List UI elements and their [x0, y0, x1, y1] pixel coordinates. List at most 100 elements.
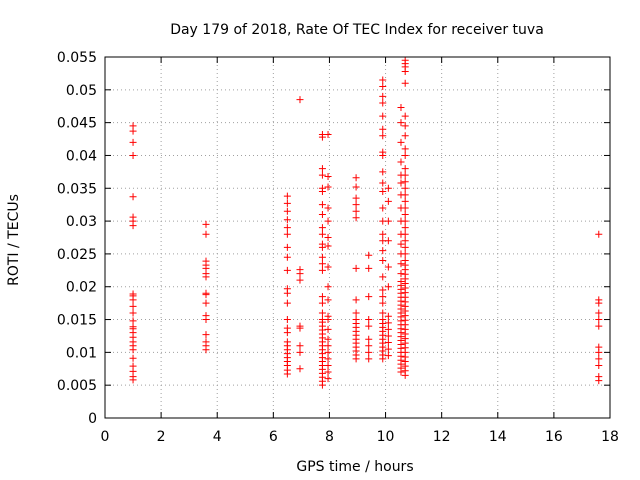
data-point — [384, 263, 392, 271]
data-point — [296, 96, 304, 104]
plot-frame — [104, 56, 611, 419]
data-point — [384, 339, 392, 347]
data-point — [283, 216, 291, 224]
data-point — [379, 299, 387, 307]
y-tick-label: 0.01 — [66, 345, 97, 361]
chart-title: Day 179 of 2018, Rate Of TEC Index for r… — [170, 22, 544, 38]
x-tick-label: 12 — [433, 429, 451, 445]
data-point — [202, 299, 210, 307]
data-point — [384, 184, 392, 192]
data-point — [379, 83, 387, 91]
y-tick-label: 0.05 — [66, 83, 97, 99]
data-point — [324, 234, 332, 241]
data-point — [595, 316, 603, 324]
data-point — [324, 335, 332, 343]
data-point — [365, 342, 373, 350]
data-point — [401, 79, 409, 87]
data-point — [595, 309, 603, 317]
data-point — [397, 138, 405, 146]
data-point — [401, 237, 409, 245]
data-point — [384, 217, 392, 225]
data-point — [384, 325, 392, 333]
data-point — [129, 362, 137, 370]
data-point — [352, 296, 360, 304]
data-point — [324, 348, 332, 356]
x-tick-label: 18 — [601, 429, 619, 445]
data-point — [283, 266, 291, 274]
data-point — [401, 184, 409, 192]
data-point — [296, 266, 304, 274]
data-point — [202, 312, 210, 320]
data-point — [324, 130, 332, 138]
data-point — [384, 332, 392, 340]
data-point — [379, 125, 387, 133]
data-point — [401, 256, 409, 264]
data-point — [384, 352, 392, 360]
data-point — [283, 207, 291, 215]
data-point — [595, 296, 603, 304]
data-point — [202, 220, 210, 228]
data-point — [379, 273, 387, 281]
data-point — [365, 264, 373, 272]
data-point — [595, 343, 603, 351]
x-tick-label: 0 — [101, 429, 110, 445]
data-point — [401, 56, 409, 64]
y-tick-label: 0.055 — [57, 50, 97, 66]
data-point — [401, 197, 409, 205]
x-axis-label: GPS time / hours — [296, 459, 413, 475]
data-point — [283, 199, 291, 207]
data-point — [318, 260, 326, 268]
data-point — [401, 191, 409, 199]
data-point — [397, 179, 405, 187]
x-tick-label: 14 — [489, 429, 507, 445]
data-point — [129, 151, 137, 159]
data-point — [595, 361, 603, 369]
data-point — [397, 270, 405, 278]
data-point — [384, 319, 392, 327]
data-point — [318, 230, 326, 238]
data-point — [318, 224, 326, 232]
data-point — [384, 312, 392, 320]
data-point — [401, 145, 409, 153]
data-point — [202, 289, 210, 297]
data-point — [283, 324, 291, 332]
data-point — [129, 138, 137, 146]
data-point — [283, 253, 291, 261]
data-point — [318, 165, 326, 173]
data-point — [283, 316, 291, 324]
x-tick-label: 2 — [157, 429, 166, 445]
data-point — [595, 355, 603, 363]
data-point — [352, 194, 360, 202]
data-point — [283, 299, 291, 307]
data-point — [401, 132, 409, 140]
data-point — [379, 309, 387, 317]
data-point — [283, 338, 291, 346]
data-point — [129, 317, 137, 325]
data-point — [296, 322, 304, 330]
data-point — [202, 338, 210, 346]
axis-ticks: 0 2 4 6 8 10 12 14 16 18 0 0.005 0.01 0.015 0.02 0.025 0… — [57, 50, 619, 445]
data-point — [365, 293, 373, 301]
data-point — [379, 247, 387, 255]
data-point — [397, 119, 405, 127]
data-point — [384, 283, 392, 291]
y-axis-label: ROTI / TECUs — [6, 194, 22, 286]
data-point — [352, 316, 360, 324]
data-point — [401, 151, 409, 159]
data-point — [379, 148, 387, 156]
data-point — [129, 302, 137, 310]
data-point — [324, 172, 332, 180]
data-point — [397, 277, 405, 285]
data-point — [401, 211, 409, 219]
data-point — [379, 168, 387, 176]
data-point — [352, 183, 360, 191]
x-tick-label: 4 — [213, 429, 222, 445]
data-point — [365, 348, 373, 356]
data-point — [365, 251, 373, 259]
data-point — [397, 158, 405, 166]
data-point — [283, 192, 291, 200]
data-point — [324, 375, 332, 383]
data-point — [379, 132, 387, 140]
data-point — [352, 201, 360, 209]
data-point — [129, 323, 137, 331]
